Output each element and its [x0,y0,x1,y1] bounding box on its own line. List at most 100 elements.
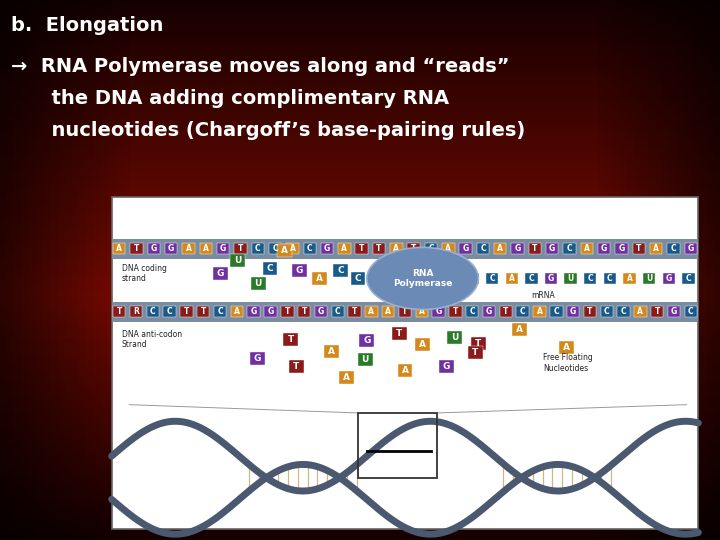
Text: A: A [343,373,350,382]
Text: C: C [469,307,475,316]
Text: C: C [255,244,261,253]
FancyBboxPatch shape [516,306,529,317]
FancyBboxPatch shape [130,243,143,254]
Text: U: U [361,355,369,364]
Bar [0,435,720,437]
Text: A: A [117,244,122,253]
FancyBboxPatch shape [324,345,339,358]
FancyBboxPatch shape [230,306,243,317]
FancyBboxPatch shape [113,243,125,254]
FancyBboxPatch shape [500,306,512,317]
FancyBboxPatch shape [163,306,176,317]
FancyBboxPatch shape [234,243,247,254]
Bar [0,235,720,238]
Bar [0,265,720,267]
Bar [0,19,720,22]
Bar [0,378,720,381]
FancyBboxPatch shape [584,273,596,284]
Bar [0,516,720,518]
Text: T: T [287,335,294,345]
Text: C: C [480,244,486,253]
Bar [7,0,14,540]
Bar [0,78,720,81]
Bar [0,181,720,184]
Bar [0,410,720,413]
Bar [0,427,720,429]
Bar [0,11,720,14]
FancyBboxPatch shape [486,273,498,284]
Bar [0,305,720,308]
FancyBboxPatch shape [287,243,299,254]
Text: A: A [393,244,400,253]
Bar [0,81,720,84]
Bar [0,416,720,418]
Bar [0,32,720,35]
FancyBboxPatch shape [182,243,194,254]
Bar [0,248,720,251]
Text: T: T [134,244,139,253]
Text: G: G [548,274,554,283]
Bar [0,472,720,475]
Bar [0,526,720,529]
Bar [0,127,720,130]
Bar [0,192,720,194]
Bar [0,8,720,11]
Bar [0,310,720,313]
Text: A: A [328,347,335,356]
FancyBboxPatch shape [248,306,260,317]
Text: →  RNA Polymerase moves along and “reads”: → RNA Polymerase moves along and “reads” [11,57,509,76]
Bar [112,302,698,322]
Bar [0,105,720,108]
Bar [0,429,720,432]
Bar [0,359,720,362]
Bar [0,332,720,335]
Bar [0,394,720,397]
Text: U: U [646,274,652,283]
Text: A: A [289,244,295,253]
Text: C: C [528,274,534,283]
Text: C: C [335,307,341,316]
Text: T: T [284,307,290,316]
Text: A: A [385,307,391,316]
FancyBboxPatch shape [471,337,486,350]
Text: T: T [503,307,508,316]
Text: G: G [296,266,303,275]
Bar [0,464,720,467]
Bar [0,356,720,359]
Text: RNA
Polymerase: RNA Polymerase [393,269,452,288]
Bar [0,86,720,89]
Text: A: A [498,244,503,253]
Bar [655,0,662,540]
Bar [0,62,720,65]
Text: G: G [251,307,257,316]
FancyBboxPatch shape [449,306,462,317]
Bar [0,524,720,526]
Bar [0,100,720,103]
Bar [0,170,720,173]
Bar [0,176,720,178]
FancyBboxPatch shape [251,277,266,290]
Bar [112,197,698,529]
FancyBboxPatch shape [459,243,472,254]
Bar [0,537,720,540]
Bar [0,338,720,340]
Bar [0,113,720,116]
Text: A: A [446,244,451,253]
Bar [0,521,720,524]
FancyBboxPatch shape [269,243,282,254]
Bar [0,432,720,435]
FancyBboxPatch shape [651,306,663,317]
Bar [0,535,720,537]
FancyBboxPatch shape [466,306,479,317]
Bar [0,165,720,167]
FancyBboxPatch shape [643,273,655,284]
Text: A: A [516,326,523,334]
FancyBboxPatch shape [546,243,559,254]
FancyBboxPatch shape [550,306,562,317]
Text: T: T [377,244,382,253]
Bar [0,483,720,486]
Bar [0,30,720,32]
Bar [0,84,720,86]
Bar [0,22,720,24]
FancyBboxPatch shape [662,273,675,284]
